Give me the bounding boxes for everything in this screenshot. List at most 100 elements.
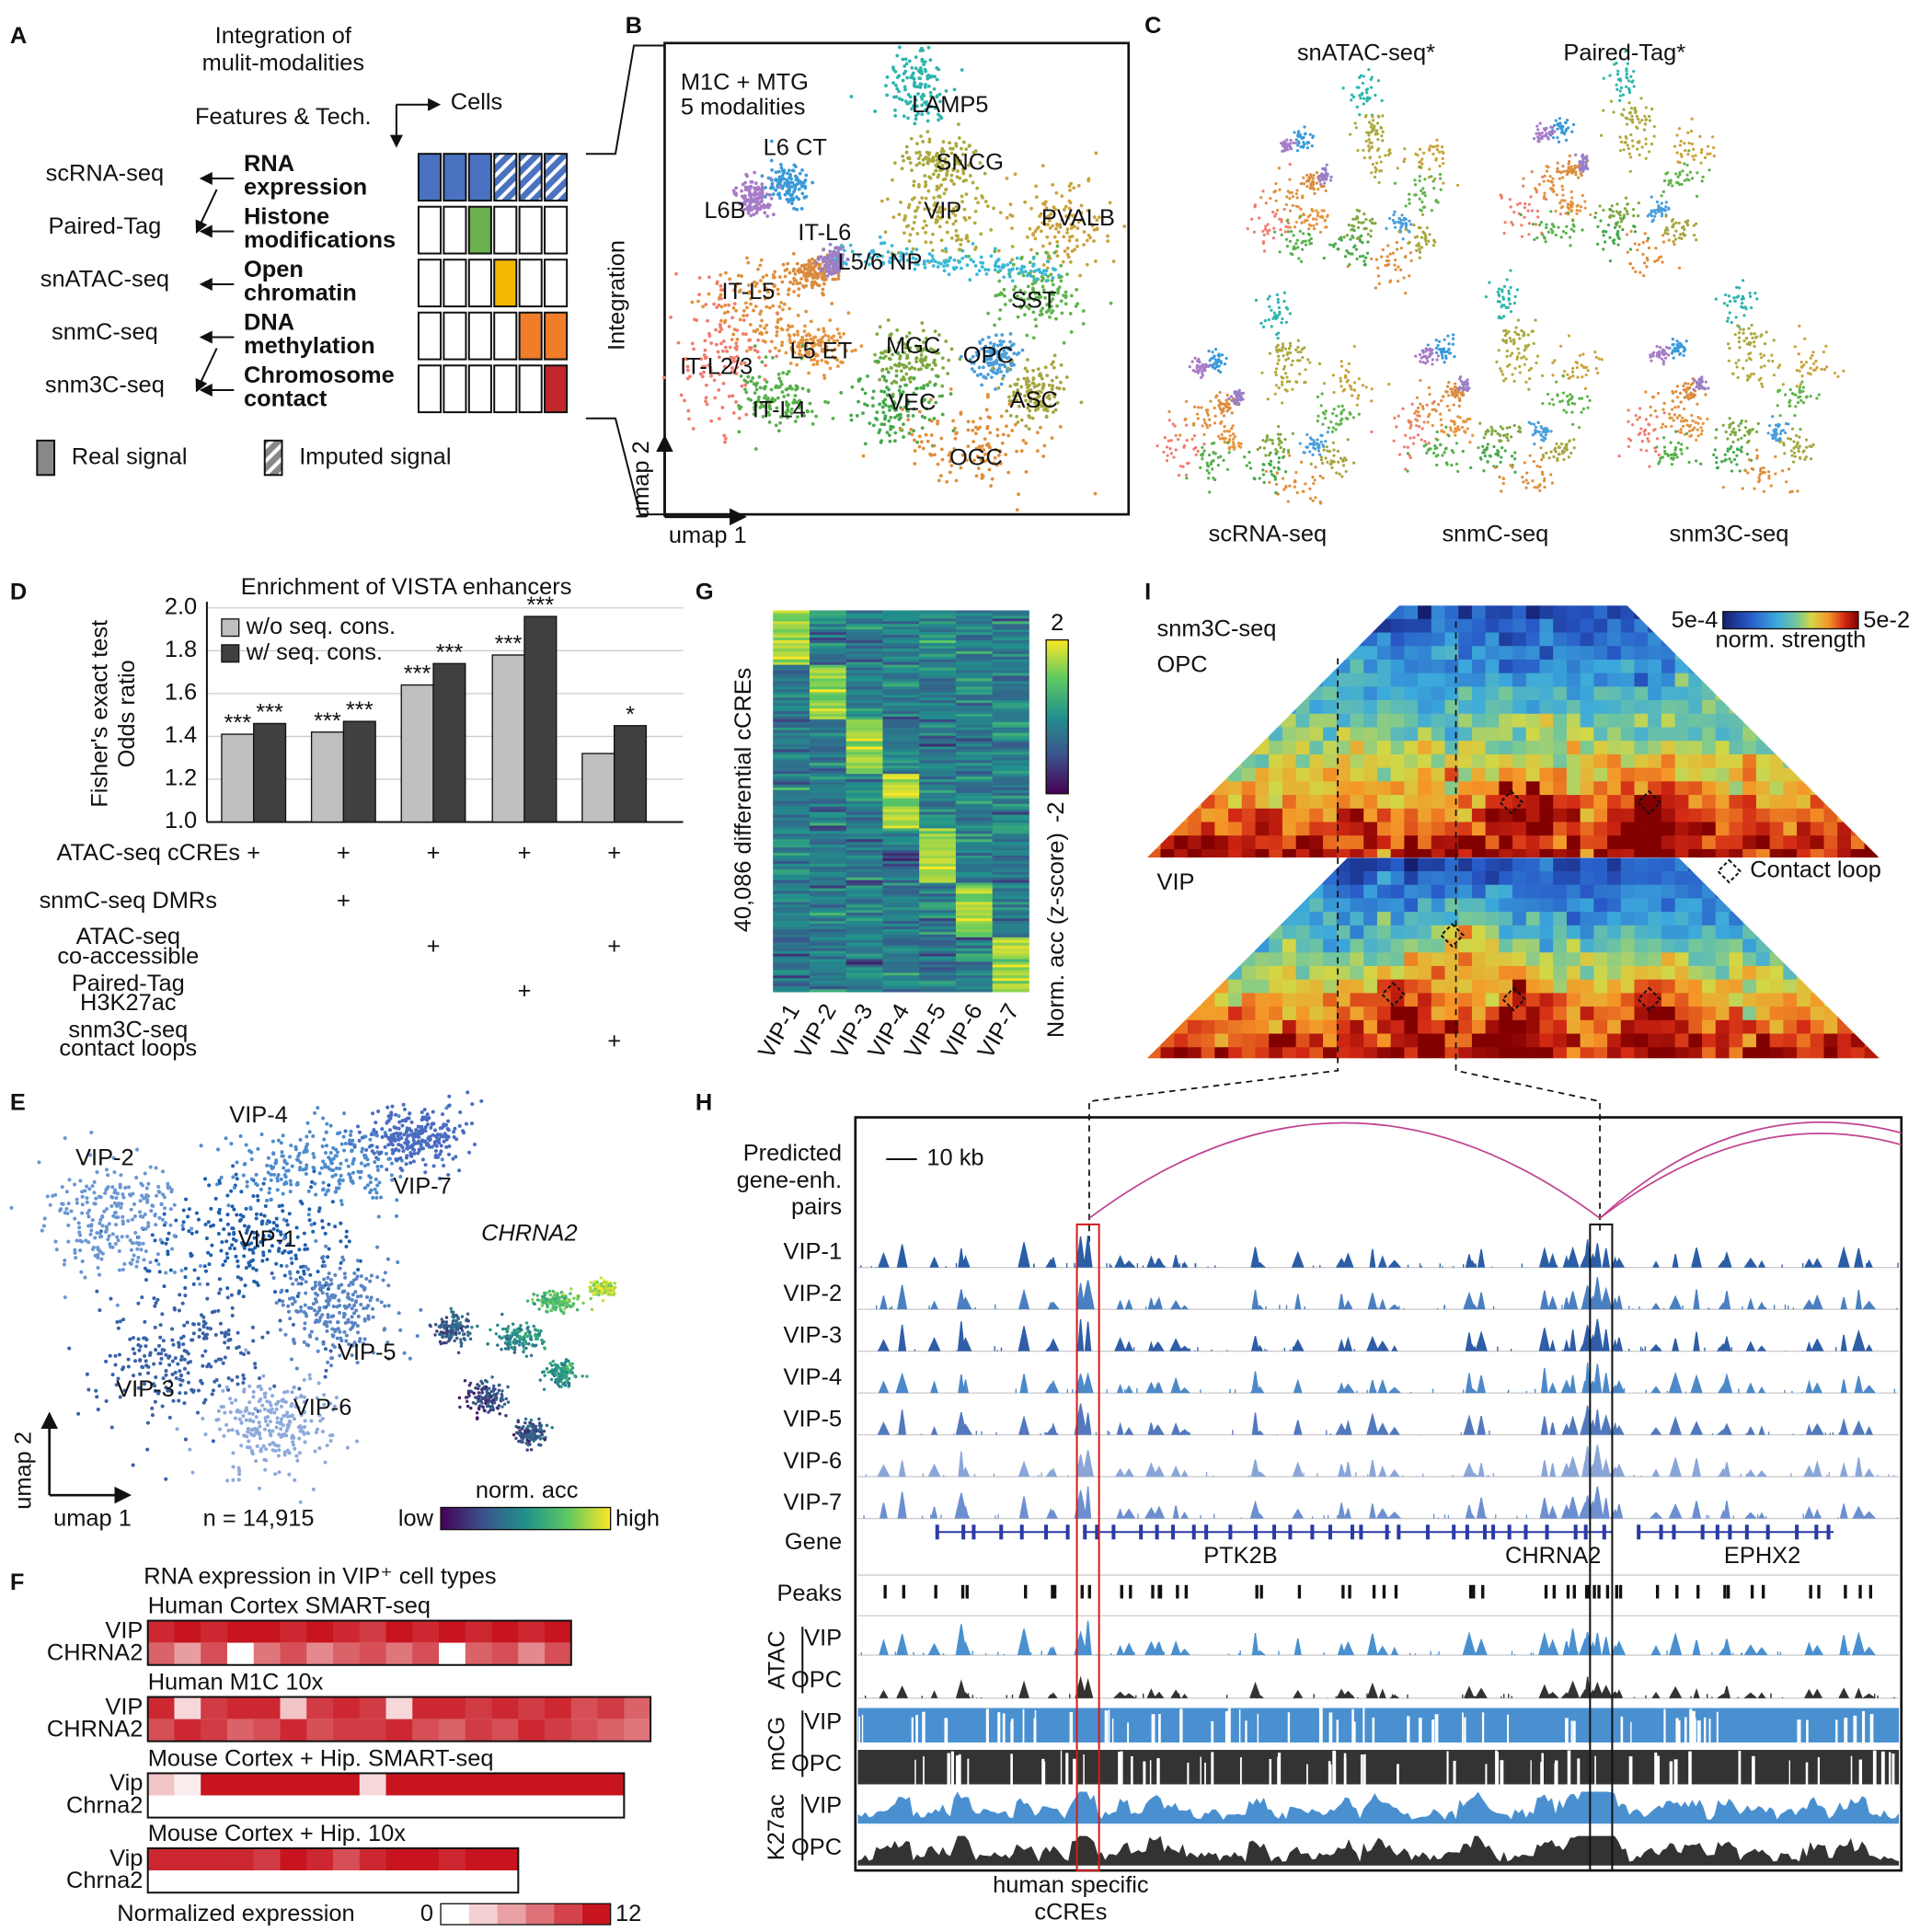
cell-dot (1594, 211, 1598, 215)
cell-dot (785, 387, 789, 391)
cell-dot (1661, 240, 1666, 244)
cell-dot (1639, 97, 1643, 100)
cell-dot (763, 377, 767, 382)
label: Features & Tech. (195, 104, 372, 130)
cell-dot (1039, 425, 1042, 430)
cell-dot (730, 338, 734, 341)
cell-dot (1351, 416, 1355, 420)
cell-dot (903, 346, 908, 351)
cell-dot (1008, 260, 1013, 265)
panel-letter: A (10, 23, 27, 49)
cell-dot (937, 205, 942, 210)
cell-dot (1213, 347, 1218, 351)
cell-dot (967, 163, 971, 167)
cell-dot (1350, 98, 1353, 102)
cell-dot (1293, 131, 1296, 134)
cell-dot (1561, 188, 1565, 191)
cell-dot (746, 283, 751, 287)
cell-dot (1644, 118, 1649, 121)
cell-dot (735, 354, 740, 359)
cell-dot (804, 279, 809, 282)
cell-dot (1315, 217, 1318, 221)
cell-dot (1418, 352, 1422, 357)
cell-dot (1275, 332, 1279, 337)
cell-dot (828, 249, 832, 254)
cell-dot (1043, 365, 1048, 370)
cell-dot (736, 273, 741, 278)
cell-dot (960, 266, 963, 270)
cell-dot (722, 433, 727, 438)
cell-dot (1435, 148, 1439, 152)
cell-dot (1046, 223, 1050, 226)
cell-dot (799, 264, 804, 269)
cell-dot (1671, 184, 1674, 188)
cell-dot (1201, 445, 1204, 449)
cell-dot (731, 359, 736, 363)
cell-dot (1369, 86, 1374, 89)
cell-dot (1431, 451, 1436, 455)
cell-dot (1542, 127, 1546, 131)
cell-dot (943, 157, 948, 161)
cell-dot (1581, 407, 1585, 410)
cell-dot (1303, 125, 1306, 129)
cell-dot (779, 301, 784, 305)
cell-dot (1381, 247, 1385, 252)
cell-dot (1343, 255, 1348, 259)
cell-dot (787, 288, 791, 293)
cell-dot (1069, 226, 1074, 230)
cell-dot (885, 385, 889, 389)
cell-dot (1445, 404, 1450, 408)
cell-dot (1642, 274, 1646, 278)
cell-dot (1370, 171, 1374, 175)
cell-dot (1418, 256, 1421, 259)
cell-dot (822, 259, 826, 263)
cell-dot (1013, 284, 1017, 289)
cell-dot (925, 365, 929, 370)
cell-dot (1540, 137, 1544, 141)
cell-dot (731, 332, 736, 337)
cluster-label: VEC (888, 389, 936, 415)
cell-dot (875, 332, 880, 337)
cell-dot (1210, 357, 1213, 361)
cell-dot (1034, 195, 1039, 200)
cell-dot (1018, 288, 1023, 293)
cell-dot (908, 349, 912, 353)
cell-dot (1265, 435, 1269, 439)
cell-dot (880, 405, 885, 409)
cell-dot (1310, 144, 1314, 148)
cell-dot (723, 303, 728, 307)
cell-dot (1687, 149, 1691, 153)
cell-dot (722, 364, 727, 369)
cell-dot (880, 241, 883, 246)
cell-dot (1012, 351, 1017, 356)
cell-dot (794, 195, 799, 200)
cell-dot (1457, 428, 1461, 431)
cell-dot (1440, 399, 1443, 403)
cell-dot (1502, 231, 1506, 236)
cell-dot (1509, 205, 1512, 209)
cell-dot (1618, 224, 1622, 228)
cell-dot (1106, 234, 1109, 238)
panel-letter: C (1144, 13, 1161, 39)
cell-dot (1667, 206, 1671, 210)
cell-dot (955, 175, 960, 179)
cell-dot (1561, 391, 1566, 395)
cell-dot (1499, 460, 1502, 464)
cell-dot (1076, 183, 1081, 188)
cell-dot (1455, 183, 1460, 187)
cell-dot (1379, 160, 1383, 164)
cell-dot (1422, 232, 1427, 236)
cell-dot (902, 114, 906, 119)
cell-dot (1324, 225, 1328, 229)
cell-dot (788, 338, 792, 342)
cell-dot (996, 258, 1001, 261)
cell-dot (1300, 221, 1304, 224)
cell-dot (1282, 354, 1285, 358)
cell-dot (1060, 194, 1064, 198)
signal-cell (417, 259, 443, 308)
cell-dot (1569, 165, 1573, 168)
cell-dot (1351, 394, 1354, 397)
cell-dot (860, 387, 865, 392)
cell-dot (1706, 152, 1709, 155)
cell-dot (703, 356, 707, 361)
